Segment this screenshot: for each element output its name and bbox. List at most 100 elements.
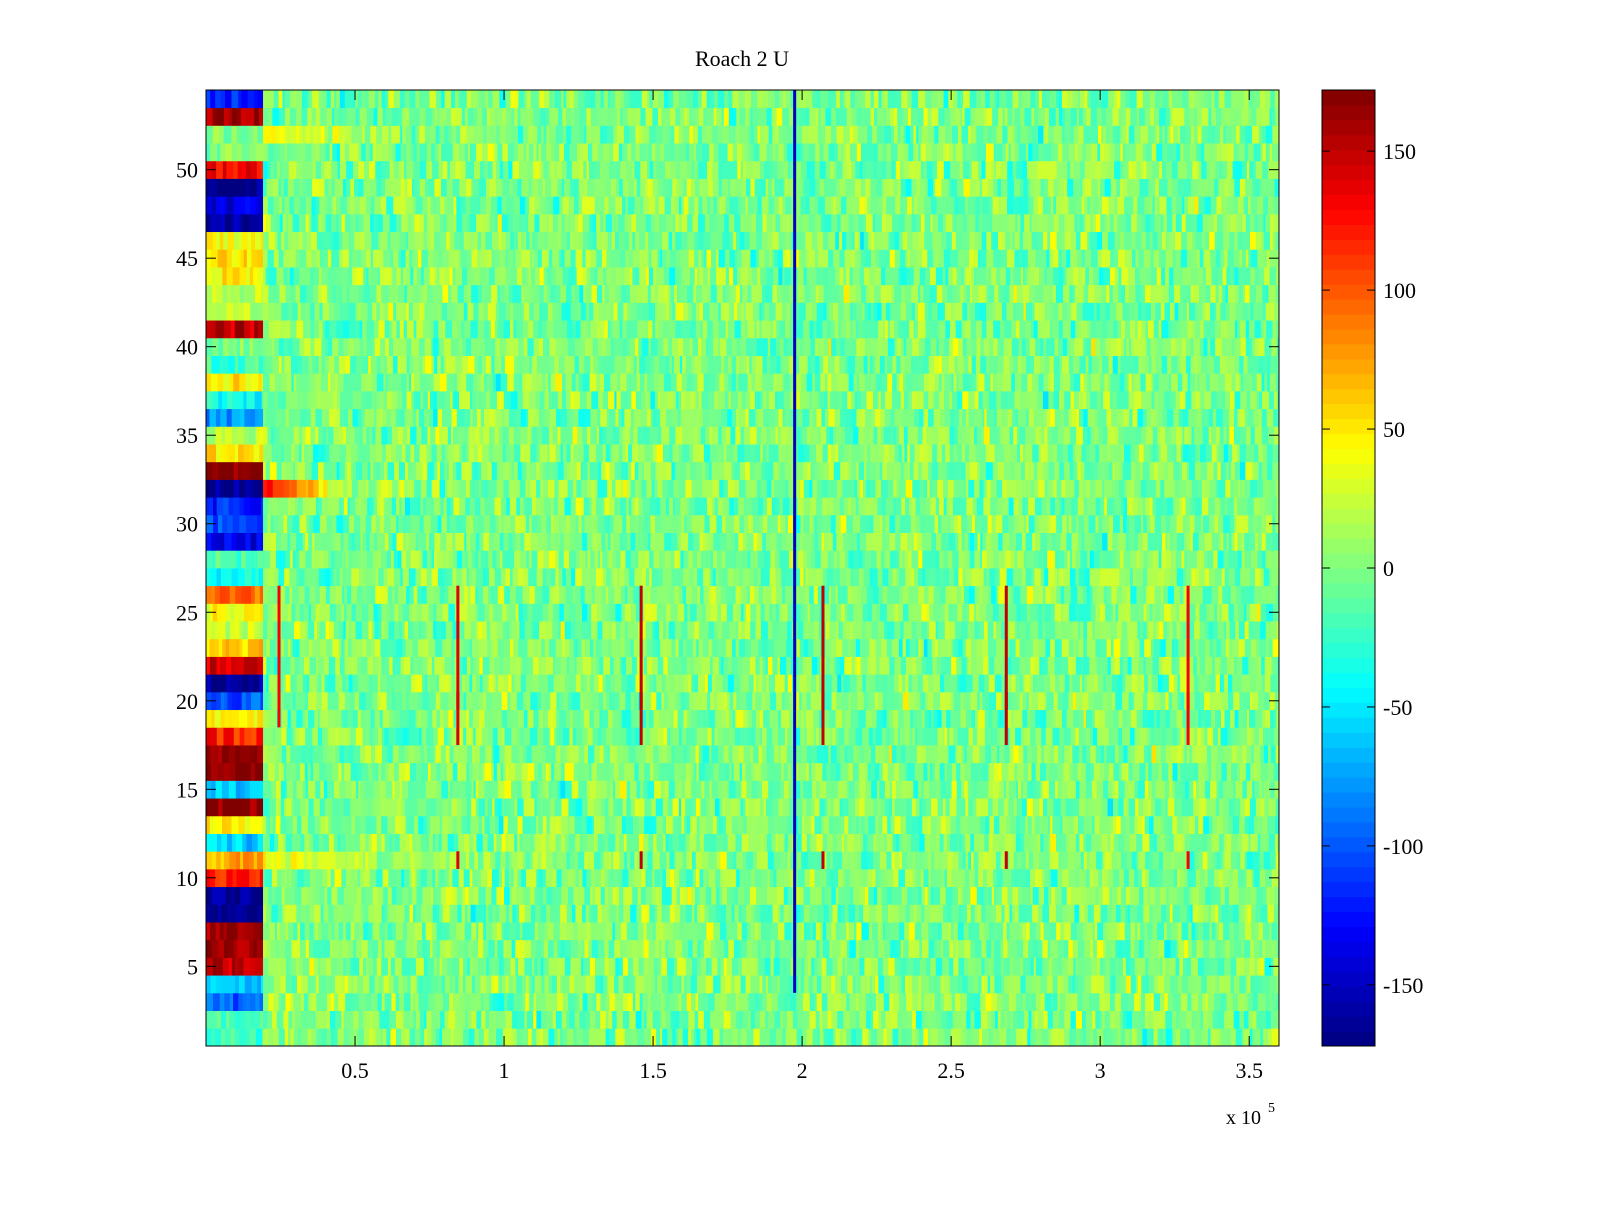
heatmap-cell xyxy=(448,798,451,816)
heatmap-cell xyxy=(767,993,773,1011)
heatmap-cell xyxy=(445,940,450,958)
heatmap-cell xyxy=(473,957,478,975)
heatmap-cell xyxy=(666,993,670,1011)
heatmap-cell xyxy=(1093,940,1097,958)
heatmap-cell xyxy=(263,727,267,745)
heatmap-cell xyxy=(403,851,410,869)
heatmap-cell xyxy=(859,798,865,816)
heatmap-cell xyxy=(1172,692,1178,710)
heatmap-cell xyxy=(1085,798,1089,816)
heatmap-cell xyxy=(535,975,542,993)
heatmap-cell xyxy=(993,780,1000,798)
heatmap-cell xyxy=(1095,710,1100,728)
heatmap-cell xyxy=(888,957,895,975)
heatmap-cell xyxy=(715,674,718,692)
heatmap-cell xyxy=(348,710,353,728)
heatmap-cell xyxy=(1215,940,1221,958)
heatmap-cell xyxy=(418,710,421,728)
heatmap-cell xyxy=(946,780,952,798)
heatmap-cell xyxy=(855,692,858,710)
heatmap-cell xyxy=(743,1011,749,1029)
heatmap-cell xyxy=(573,745,579,763)
heatmap-cell xyxy=(291,657,296,675)
heatmap-cell xyxy=(962,1011,966,1029)
heatmap-cell xyxy=(405,798,411,816)
heatmap-cell xyxy=(912,727,915,745)
heatmap-cell xyxy=(1109,763,1114,781)
heatmap-cell xyxy=(263,834,266,852)
heatmap-cell xyxy=(1177,993,1182,1011)
heatmap-cell xyxy=(1036,975,1041,993)
heatmap-cell xyxy=(492,816,495,834)
heatmap-cell xyxy=(1024,674,1030,692)
heatmap-cell xyxy=(619,834,624,852)
heatmap-cell xyxy=(601,727,606,745)
heatmap-cell xyxy=(1079,869,1086,887)
heatmap-cell xyxy=(842,851,849,869)
heatmap-cell xyxy=(323,904,328,922)
heatmap-cell xyxy=(273,1028,279,1046)
heatmap-cell xyxy=(1062,834,1066,852)
heatmap-cell xyxy=(1119,745,1124,763)
heatmap-cell xyxy=(553,657,556,675)
heatmap-cell xyxy=(546,657,551,675)
heatmap-cell xyxy=(710,1011,717,1029)
heatmap-cell xyxy=(1139,851,1146,869)
heatmap-cell xyxy=(1224,834,1228,852)
heatmap-cell xyxy=(504,780,511,798)
heatmap-cell xyxy=(582,727,588,745)
heatmap-cell xyxy=(1119,710,1123,728)
heatmap-cell xyxy=(335,745,340,763)
heatmap-cell xyxy=(391,798,398,816)
heatmap-cell xyxy=(786,1028,792,1046)
heatmap-cell xyxy=(567,1028,573,1046)
heatmap-cell xyxy=(726,816,732,834)
heatmap-cell xyxy=(1189,710,1196,728)
heatmap-cell xyxy=(836,922,840,940)
heatmap-cell xyxy=(396,1011,402,1029)
heatmap-cell xyxy=(1173,922,1178,940)
heatmap-cell xyxy=(1078,940,1085,958)
heatmap-cell xyxy=(383,1011,390,1029)
heatmap-cell xyxy=(1223,798,1229,816)
heatmap-cell xyxy=(878,922,881,940)
heatmap-cell xyxy=(733,922,738,940)
heatmap-cell xyxy=(957,834,960,852)
heatmap-cell xyxy=(1004,745,1010,763)
heatmap-cell xyxy=(682,727,687,745)
heatmap-cell xyxy=(499,816,504,834)
heatmap-cell xyxy=(486,940,489,958)
heatmap-cell xyxy=(726,710,730,728)
heatmap-cell xyxy=(266,851,269,869)
heatmap-cell xyxy=(1193,869,1196,887)
heatmap-cell xyxy=(1163,657,1168,675)
heatmap-cell xyxy=(1156,869,1163,887)
heatmap-cell xyxy=(601,798,605,816)
heatmap-cell xyxy=(707,816,714,834)
heatmap-cell xyxy=(442,834,448,852)
heatmap-cell xyxy=(902,887,905,905)
heatmap-cell xyxy=(335,922,339,940)
heatmap-cell xyxy=(463,957,467,975)
heatmap-cell xyxy=(1169,834,1174,852)
heatmap-cell xyxy=(924,1011,928,1029)
heatmap-cell xyxy=(921,993,924,1011)
heatmap-cell xyxy=(645,975,649,993)
heatmap-cell xyxy=(308,816,315,834)
heatmap-cell xyxy=(266,816,270,834)
heatmap-cell xyxy=(272,887,275,905)
heatmap-cell xyxy=(1150,887,1155,905)
heatmap-cell xyxy=(1201,1011,1204,1029)
heatmap-cell xyxy=(988,780,993,798)
heatmap-cell xyxy=(738,887,744,905)
heatmap-cell xyxy=(546,763,550,781)
heatmap-cell xyxy=(516,887,521,905)
heatmap-cell xyxy=(439,674,444,692)
heatmap-cell xyxy=(1028,763,1032,781)
heatmap-cell xyxy=(860,834,863,852)
heatmap-cell xyxy=(706,922,713,940)
heatmap-cell xyxy=(756,887,761,905)
heatmap-cell xyxy=(784,975,789,993)
heatmap-cell xyxy=(806,710,813,728)
heatmap-cell xyxy=(553,869,557,887)
